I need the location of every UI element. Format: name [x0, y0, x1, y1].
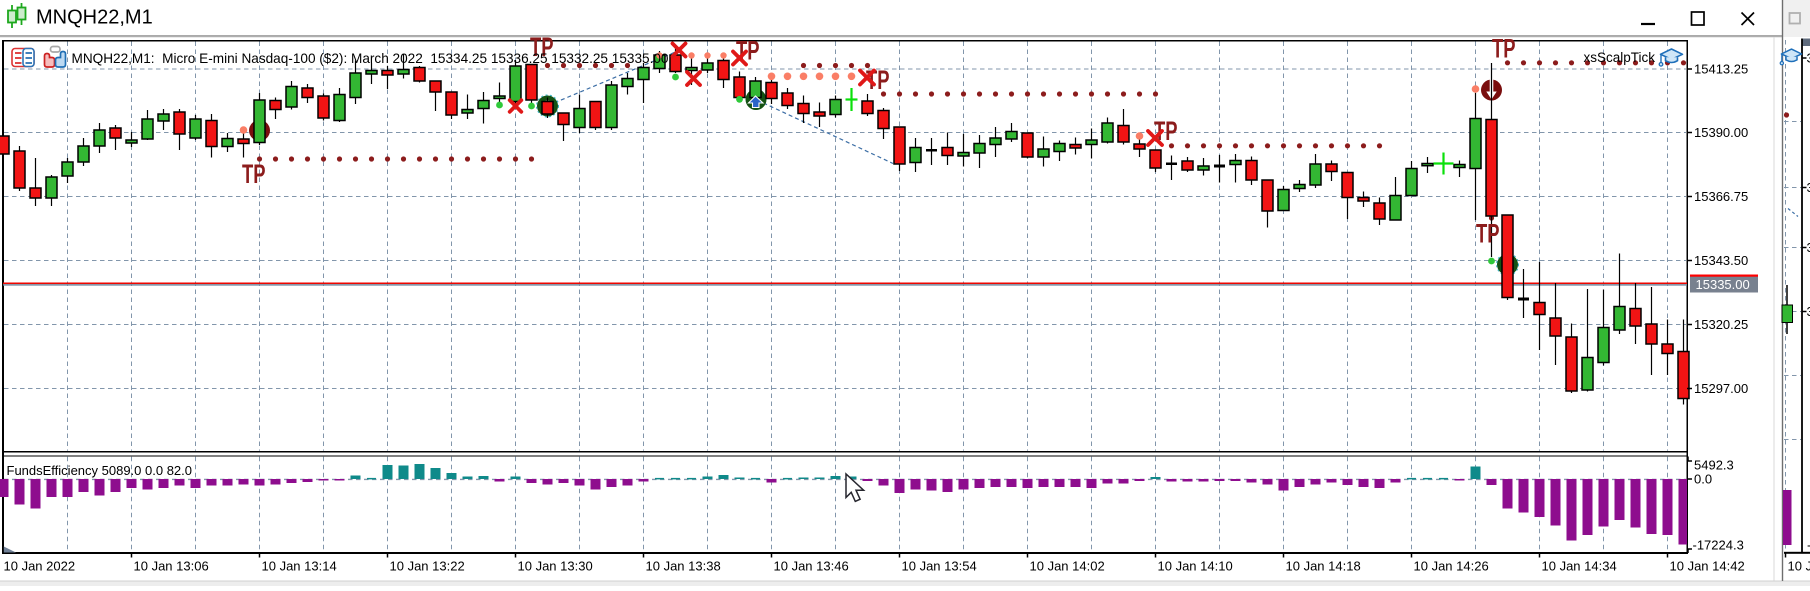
- svg-text:10 Jan 14:02: 10 Jan 14:02: [1030, 559, 1105, 574]
- svg-text:0.0: 0.0: [1694, 472, 1712, 487]
- svg-text:TP: TP: [1476, 218, 1500, 248]
- svg-text:10 Jan 13:30: 10 Jan 13:30: [518, 559, 593, 574]
- svg-text:10 Jan 13:46: 10 Jan 13:46: [774, 559, 849, 574]
- svg-text:MNQH22,M1: MNQH22,M1: [36, 7, 153, 29]
- svg-text:10 Jan 14:26: 10 Jan 14:26: [1414, 559, 1489, 574]
- svg-text:10 Jan 13:38: 10 Jan 13:38: [646, 559, 721, 574]
- svg-text:3: 3: [1807, 240, 1810, 255]
- svg-text:-17224.3: -17224.3: [1693, 538, 1744, 553]
- svg-text:10 Jan 2022: 10 Jan 2022: [4, 559, 76, 574]
- svg-text:10 Jan 13:22: 10 Jan 13:22: [390, 559, 465, 574]
- svg-text:5492.3: 5492.3: [1694, 458, 1734, 473]
- svg-text:3: 3: [1807, 51, 1810, 66]
- svg-text:10 Jan 13:14: 10 Jan 13:14: [262, 559, 337, 574]
- svg-text:15343.50: 15343.50: [1694, 253, 1748, 268]
- svg-text:3: 3: [1807, 180, 1810, 195]
- svg-text:TP: TP: [1492, 33, 1516, 63]
- svg-text:10 Jan 13:06: 10 Jan 13:06: [134, 559, 209, 574]
- svg-text:3: 3: [1807, 304, 1810, 319]
- svg-text:TP: TP: [242, 159, 266, 189]
- svg-text:xsScalpTick: xsScalpTick: [1583, 50, 1655, 65]
- svg-text:MNQH22,M1: Micro E-mini Nasda: MNQH22,M1: Micro E-mini Nasdaq-100 ($2):…: [72, 51, 669, 66]
- svg-text:10 J: 10 J: [1788, 559, 1810, 574]
- svg-text:10 Jan 14:10: 10 Jan 14:10: [1158, 559, 1233, 574]
- svg-text:15413.25: 15413.25: [1694, 62, 1748, 77]
- svg-text:10 Jan 14:34: 10 Jan 14:34: [1542, 559, 1617, 574]
- svg-text:TP: TP: [736, 35, 760, 65]
- svg-text:15390.00: 15390.00: [1694, 125, 1748, 140]
- svg-text:15335.00: 15335.00: [1696, 277, 1750, 292]
- svg-text:10 Jan 13:54: 10 Jan 13:54: [902, 559, 977, 574]
- svg-text:15366.75: 15366.75: [1694, 189, 1748, 204]
- svg-text:10 Jan 14:42: 10 Jan 14:42: [1670, 559, 1745, 574]
- svg-text:15320.25: 15320.25: [1694, 317, 1748, 332]
- svg-text:15297.00: 15297.00: [1694, 381, 1748, 396]
- svg-text:FundsEfficiency 5089.0 0.0 82.: FundsEfficiency 5089.0 0.0 82.0: [7, 463, 193, 478]
- svg-text:10 Jan 14:18: 10 Jan 14:18: [1286, 559, 1361, 574]
